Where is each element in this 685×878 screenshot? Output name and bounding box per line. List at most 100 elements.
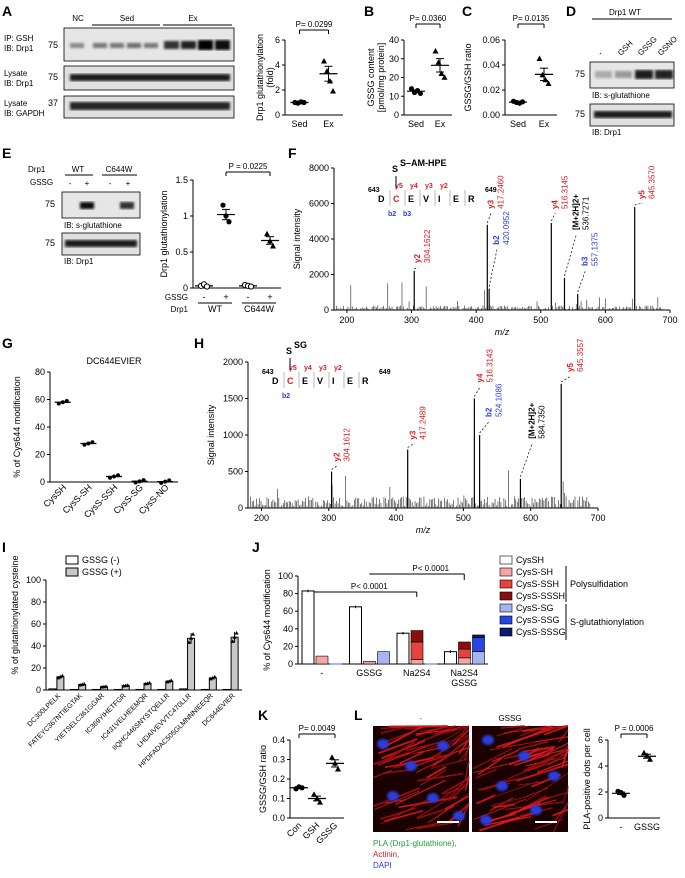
actin-fiber xyxy=(372,769,392,779)
blot-label: Lysate xyxy=(4,99,28,108)
bar-polysulfide xyxy=(458,648,471,659)
p-value: P= 0.0299 xyxy=(296,20,333,29)
legend-swatch xyxy=(499,627,513,637)
bar-gssg-minus xyxy=(179,688,188,691)
y-tick-label: 0 xyxy=(40,477,45,487)
data-point xyxy=(169,678,174,682)
data-point xyxy=(327,78,333,84)
group-label-sed: Sed xyxy=(120,14,134,23)
x-sign: + xyxy=(223,292,228,302)
peak-leader xyxy=(561,375,572,383)
actin-fiber xyxy=(534,819,564,830)
mod-group: S–AM-HPE xyxy=(400,158,447,168)
actin-fiber xyxy=(495,780,539,797)
blot-bands xyxy=(595,70,673,79)
nucleus xyxy=(482,735,494,745)
peak-mz-label: 536.7271 xyxy=(582,196,591,230)
legend-label: CysS-SSH xyxy=(516,579,559,589)
actin-fiber xyxy=(500,725,525,729)
y-tick-label: 6000 xyxy=(309,199,329,209)
x-tick-label: Na2S4 xyxy=(450,668,478,678)
y-axis-label: % of Cys644 modification xyxy=(262,569,272,671)
data-point xyxy=(163,479,168,484)
y-tick-label: 40 xyxy=(389,35,399,45)
micrograph-control xyxy=(372,725,470,832)
p-value: P= 0.0360 xyxy=(410,14,447,23)
y-tick-label: 30 xyxy=(389,54,399,64)
data-point xyxy=(58,674,63,679)
bar-gssg-plus xyxy=(230,636,239,691)
micrograph-gssg xyxy=(472,725,569,833)
group-label-ex: Ex xyxy=(188,14,197,23)
plot-f: 0 2000 4000 6000 8000 200 300 400 500 600 700 m/z Si… xyxy=(292,158,678,337)
bar-gssg-minus xyxy=(157,688,166,691)
actin-fiber xyxy=(513,753,550,767)
panel-label: G xyxy=(2,335,13,351)
y-tick-label: 20 xyxy=(389,73,399,83)
p-value: P= 0.0049 xyxy=(299,724,336,733)
actin-fiber xyxy=(496,725,530,737)
data-point xyxy=(56,401,61,406)
y-tick-label: 100 xyxy=(26,575,41,585)
y-axis-label: Drp1 glutathionylation xyxy=(255,34,265,121)
plot-g: 0 20 40 60 80 DC644EVIER % of Cys644 modificat… xyxy=(12,356,178,520)
panel-label: D xyxy=(566,3,576,19)
data-point xyxy=(226,219,232,225)
data-point xyxy=(519,99,526,105)
legend-swatch xyxy=(499,615,513,625)
actin-fibers xyxy=(372,725,470,831)
data-point xyxy=(56,675,61,680)
x-tick-label: GSSG xyxy=(634,822,660,832)
x-row-label: GSSG xyxy=(165,293,188,302)
data-point xyxy=(417,90,424,97)
peak-ion-label: b3 xyxy=(581,256,590,266)
lane-label: GSSG xyxy=(636,35,659,58)
data-point xyxy=(230,639,235,643)
y-ion-mark: y3 xyxy=(319,365,327,372)
p-value: P = 0.0225 xyxy=(229,162,268,171)
data-point xyxy=(332,760,338,766)
y-tick-label: 60 xyxy=(283,606,293,616)
y-tick-label: 60 xyxy=(31,619,41,629)
bar-cyssh xyxy=(301,590,315,665)
plot-i: 0 20 40 60 80 100 % of glutathionylated cystei… xyxy=(10,555,242,769)
actin-fiber xyxy=(417,772,464,782)
actin-fiber xyxy=(445,725,470,734)
peak-leader xyxy=(479,420,490,434)
bar-polysulfide xyxy=(458,657,471,665)
blot-label: IB: Drp1 xyxy=(4,44,34,53)
y-tick-label: 1500 xyxy=(223,394,243,404)
data-point xyxy=(191,632,196,636)
legend-swatch xyxy=(499,591,513,601)
legend-swatch xyxy=(65,567,79,577)
actin-fiber xyxy=(491,749,519,763)
peak-ion-label: [M+2H]2+ xyxy=(572,194,581,230)
actin-fiber xyxy=(529,748,554,757)
actin-fiber xyxy=(558,729,569,743)
seq-residue: E xyxy=(302,376,308,386)
y-tick-label: 0.1 xyxy=(272,794,285,804)
actin-fiber xyxy=(373,751,410,766)
x-group-label: C644W xyxy=(244,304,275,314)
actin-fiber xyxy=(426,766,447,779)
data-point xyxy=(60,400,65,405)
actin-fiber xyxy=(458,739,470,755)
row-label: Drp1 xyxy=(28,165,46,174)
b-ion-mark: b3 xyxy=(403,211,411,218)
x-tick-label: 700 xyxy=(590,513,605,523)
y-tick-label: 100 xyxy=(278,571,293,581)
bar-gssg-minus xyxy=(200,688,209,691)
actin-fiber xyxy=(444,795,470,810)
peak-leader xyxy=(564,233,577,277)
x-tick-label: 500 xyxy=(533,315,548,325)
cond-label: - xyxy=(420,714,423,723)
legend-label: CysSH xyxy=(516,555,544,565)
actin-fiber xyxy=(489,797,514,812)
y-tick-label: 10 xyxy=(389,91,399,101)
actin-fiber xyxy=(415,728,458,735)
bar-polysulfide xyxy=(410,641,424,660)
nucleus xyxy=(530,805,542,815)
actin-fiber xyxy=(560,745,569,757)
y-ion-mark: y4 xyxy=(304,365,312,372)
y-tick-label: 0 xyxy=(598,813,603,823)
